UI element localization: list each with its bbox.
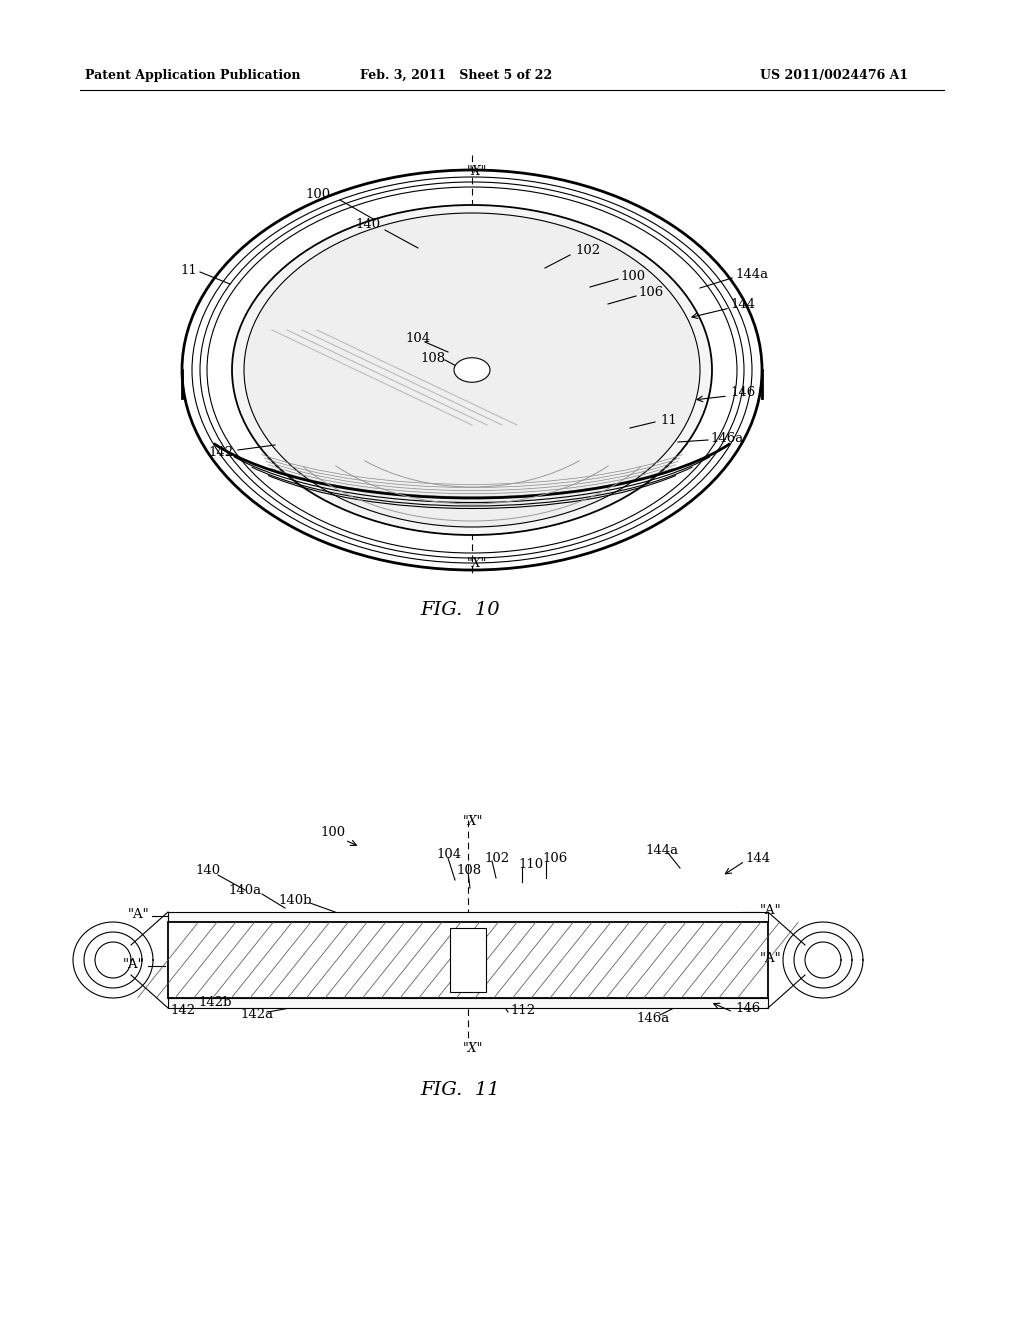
Text: "A": "A" [123,958,144,972]
Text: FIG.  10: FIG. 10 [420,601,500,619]
Text: 144a: 144a [735,268,768,281]
Text: 110: 110 [518,858,543,871]
Text: Patent Application Publication: Patent Application Publication [85,69,300,82]
Text: 108: 108 [420,351,445,364]
Text: 144: 144 [745,851,770,865]
Text: 11: 11 [180,264,197,276]
Text: 104: 104 [406,331,430,345]
Text: 142a: 142a [240,1008,273,1022]
Text: "X": "X" [467,165,487,178]
Text: 106: 106 [638,286,664,300]
Text: 146: 146 [730,387,756,400]
Text: 140a: 140a [228,883,261,896]
Text: 144: 144 [730,298,755,312]
Text: 11: 11 [660,413,677,426]
Text: 146: 146 [735,1002,760,1015]
Bar [450,928,486,993]
Text: "X": "X" [463,814,483,828]
Text: "A": "A" [128,908,150,921]
Ellipse shape [244,213,700,527]
Text: "A": "A" [760,952,781,965]
Bar [168,921,768,998]
Bar [168,912,768,921]
Text: 106: 106 [542,851,567,865]
Text: 108: 108 [456,863,481,876]
Bar [168,998,768,1008]
Text: Feb. 3, 2011   Sheet 5 of 22: Feb. 3, 2011 Sheet 5 of 22 [360,69,552,82]
Ellipse shape [454,358,490,383]
Text: 104: 104 [436,849,461,862]
Text: "X": "X" [463,1041,483,1055]
Text: 100: 100 [319,825,345,838]
Text: 102: 102 [484,851,509,865]
Text: 100: 100 [305,189,330,202]
Text: 140b: 140b [278,894,311,907]
Text: 142: 142 [170,1003,196,1016]
Text: 112: 112 [510,1003,536,1016]
Text: 142: 142 [208,446,233,458]
Text: US 2011/0024476 A1: US 2011/0024476 A1 [760,69,908,82]
Text: "A": "A" [760,903,781,916]
Text: 146a: 146a [710,432,743,445]
Ellipse shape [232,205,712,535]
Text: 142b: 142b [198,995,231,1008]
Text: 146a: 146a [636,1011,670,1024]
Text: 144a: 144a [645,843,678,857]
Text: 102: 102 [575,243,600,256]
Text: "X": "X" [467,557,487,570]
Text: 140: 140 [195,863,220,876]
Text: 100: 100 [620,271,645,284]
Text: FIG.  11: FIG. 11 [420,1081,500,1100]
Text: 140: 140 [355,219,380,231]
